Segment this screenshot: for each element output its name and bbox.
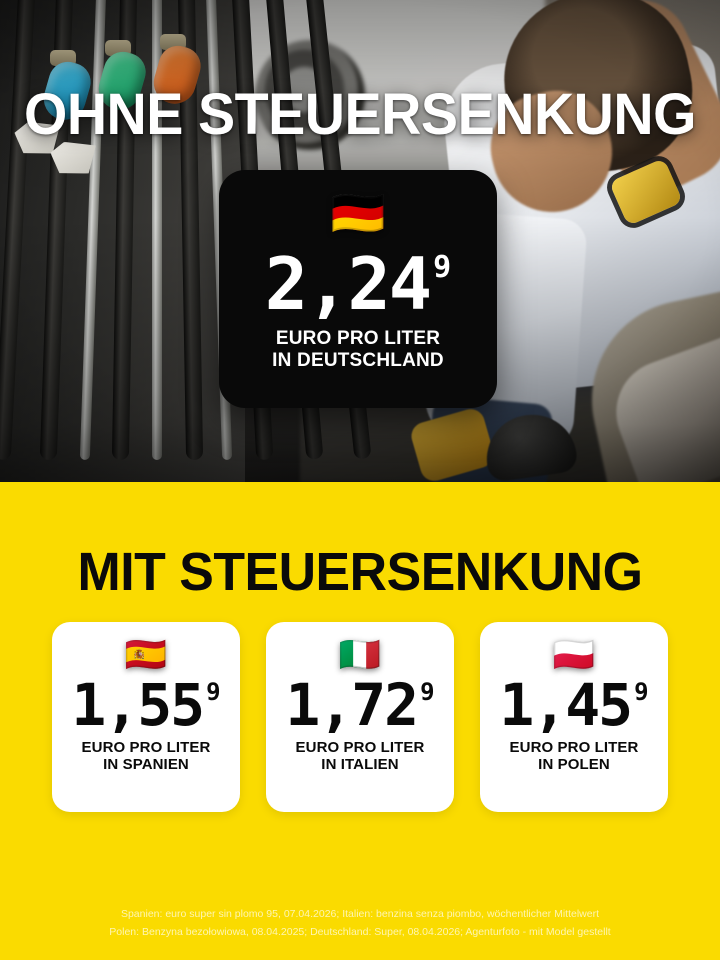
price-main-poland: 1,45 [499,671,633,739]
price-value-spain: 1,55 9 [71,671,221,739]
price-main-germany: 2,24 [264,242,432,326]
price-superscript-italy: 9 [420,678,435,706]
headline-ohne-steuersenkung: OHNE STEUERSENKUNG [23,82,696,147]
price-cards-row: 🇪🇸 1,55 9 EURO PRO LITER IN SPANIEN 🇮🇹 1… [52,622,668,812]
flag-spain-icon: 🇪🇸 [124,636,168,674]
price-caption-line2: IN ITALIEN [321,756,399,774]
price-caption-line2: IN POLEN [538,756,610,774]
price-main-italy: 1,72 [285,671,419,739]
footnote-line-1: Spanien: euro super sin plomo 95, 07.04.… [120,908,600,920]
price-value-poland: 1,45 9 [499,671,649,739]
headline-mit-steuersenkung: MIT STEUERSENKUNG [77,542,643,602]
price-superscript-germany: 9 [433,250,452,285]
price-caption-line2: IN SPANIEN [103,756,189,774]
price-value-germany: 2,24 9 [264,242,452,326]
price-caption-spain: EURO PRO LITER IN SPANIEN [82,739,211,774]
flag-germany-icon: 🇩🇪 [330,189,386,238]
price-caption-line1: EURO PRO LITER [509,739,639,757]
flag-italy-icon: 🇮🇹 [338,636,382,674]
footnote-sources: Spanien: euro super sin plomo 95, 07.04.… [0,905,720,942]
price-card-spain: 🇪🇸 1,55 9 EURO PRO LITER IN SPANIEN [52,622,240,812]
price-card-poland: 🇵🇱 1,45 9 EURO PRO LITER IN POLEN [480,622,668,812]
price-superscript-spain: 9 [206,678,221,706]
price-card-italy: 🇮🇹 1,72 9 EURO PRO LITER IN ITALIEN [266,622,454,812]
price-card-germany: 🇩🇪 2,24 9 EURO PRO LITER IN DEUTSCHLAND [219,170,497,408]
footnote-line-2: Polen: Benzyna bezołowiowa, 08.04.2025; … [109,926,611,939]
price-caption-line1: EURO PRO LITER [275,328,441,350]
price-value-italy: 1,72 9 [285,671,435,739]
price-main-spain: 1,55 [71,671,205,739]
price-caption-line1: EURO PRO LITER [81,739,211,757]
price-caption-line1: EURO PRO LITER [295,739,425,757]
price-caption-poland: EURO PRO LITER IN POLEN [510,739,639,774]
price-caption-line2: IN DEUTSCHLAND [272,349,444,371]
price-caption-germany: EURO PRO LITER IN DEUTSCHLAND [272,328,444,371]
price-caption-italy: EURO PRO LITER IN ITALIEN [296,739,425,774]
flag-poland-icon: 🇵🇱 [552,636,596,674]
price-superscript-poland: 9 [634,678,649,706]
